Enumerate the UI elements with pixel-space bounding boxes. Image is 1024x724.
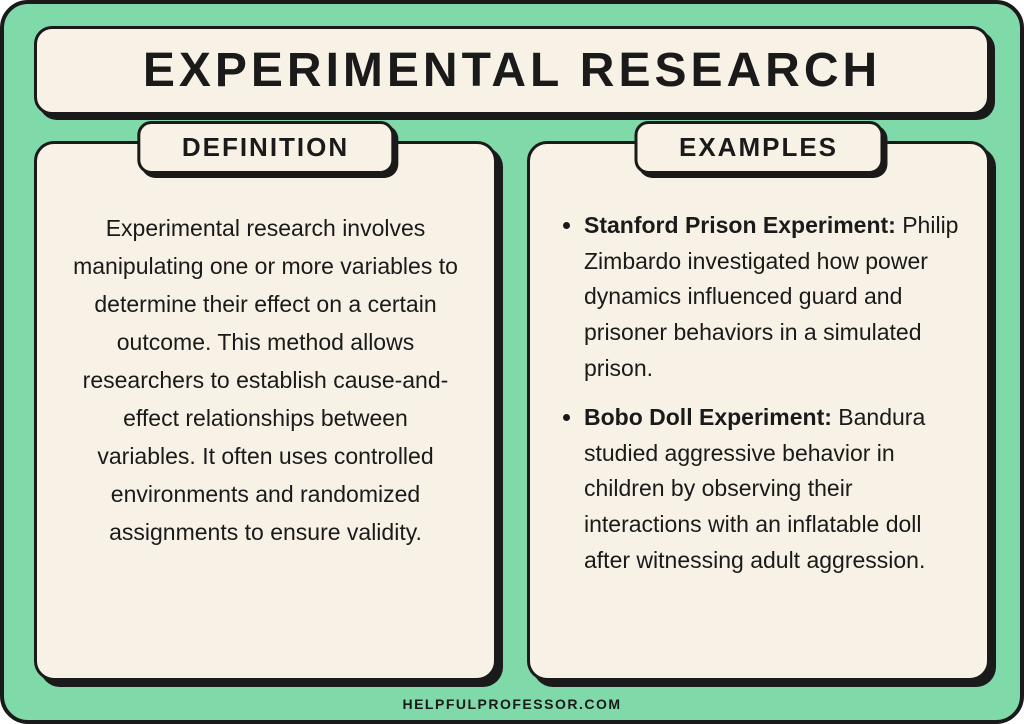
title-bar: EXPERIMENTAL RESEARCH bbox=[34, 26, 990, 115]
main-title: EXPERIMENTAL RESEARCH bbox=[47, 43, 977, 98]
example-title: Stanford Prison Experiment: bbox=[584, 212, 896, 238]
definition-body: Experimental research involves manipulat… bbox=[34, 141, 497, 681]
definition-text: Experimental research involves manipulat… bbox=[65, 204, 466, 551]
definition-card: DEFINITION Experimental research involve… bbox=[34, 141, 497, 681]
examples-list: Stanford Prison Experiment: Philip Zimba… bbox=[558, 204, 959, 578]
examples-body: Stanford Prison Experiment: Philip Zimba… bbox=[527, 141, 990, 681]
columns-container: DEFINITION Experimental research involve… bbox=[30, 141, 994, 681]
footer-attribution: HELPFULPROFESSOR.COM bbox=[4, 696, 1020, 712]
examples-header-text: EXAMPLES bbox=[679, 132, 838, 163]
list-item: Stanford Prison Experiment: Philip Zimba… bbox=[584, 208, 959, 386]
examples-card: EXAMPLES Stanford Prison Experiment: Phi… bbox=[527, 141, 990, 681]
list-item: Bobo Doll Experiment: Bandura studied ag… bbox=[584, 400, 959, 578]
definition-header: DEFINITION bbox=[137, 121, 394, 174]
example-title: Bobo Doll Experiment: bbox=[584, 404, 832, 430]
definition-header-text: DEFINITION bbox=[182, 132, 349, 163]
infographic-frame: EXPERIMENTAL RESEARCH DEFINITION Experim… bbox=[0, 0, 1024, 724]
examples-header: EXAMPLES bbox=[634, 121, 883, 174]
